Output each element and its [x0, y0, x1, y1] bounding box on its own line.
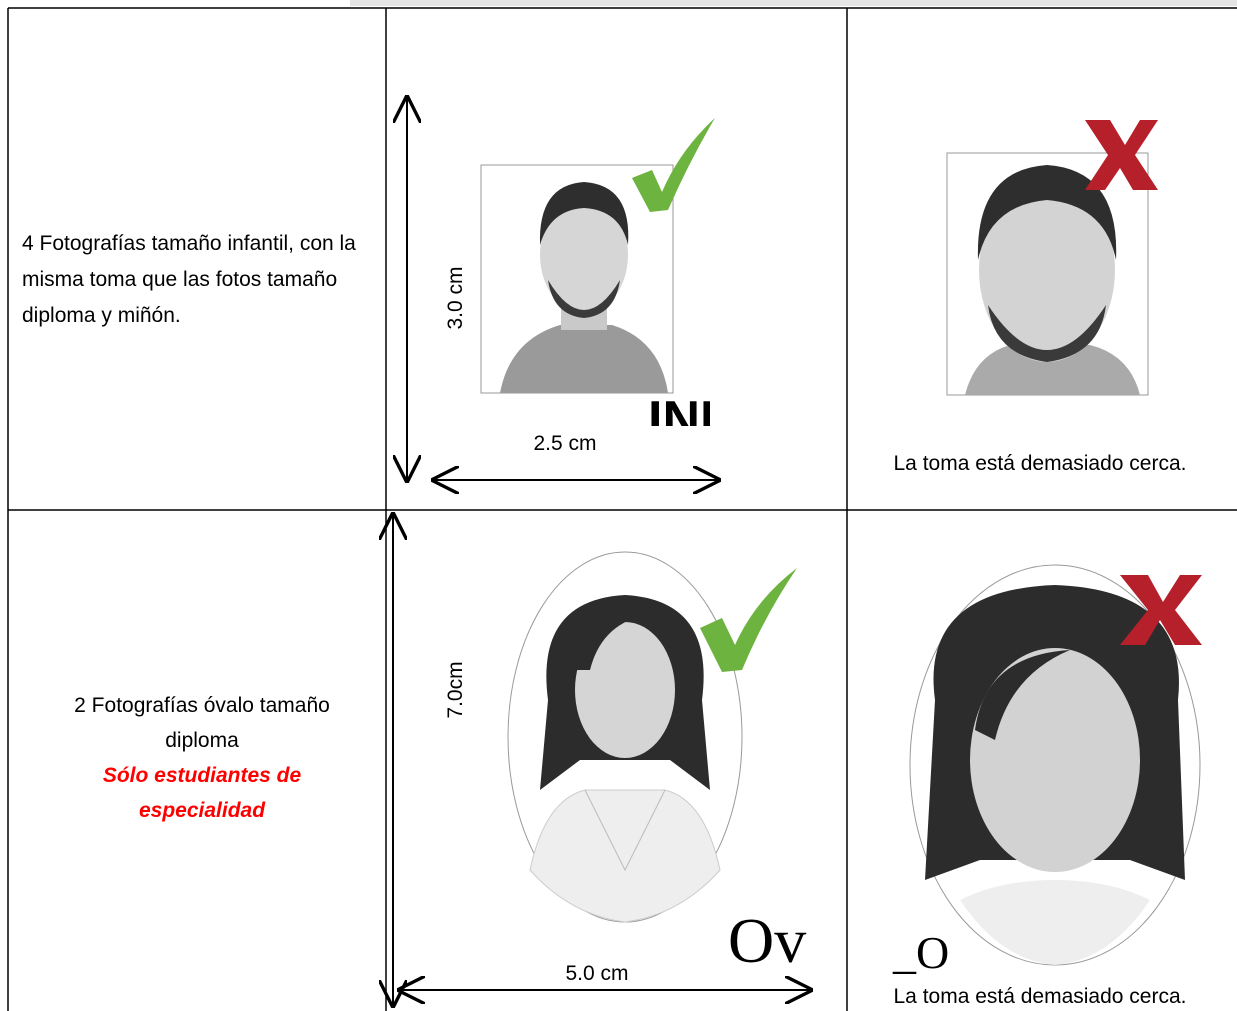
- photo-good-1: [480, 164, 674, 394]
- height-label: 3.0 cm: [444, 266, 467, 329]
- description-block: 2 Fotografías óvalo tamaño diploma Sólo …: [22, 688, 382, 828]
- note: Sólo estudiantes de especialidad: [102, 764, 302, 822]
- photo-bad-1: [946, 152, 1149, 396]
- watermark: Ov: [728, 905, 806, 976]
- check-mark: [700, 568, 797, 672]
- description: 2 Fotografías óvalo tamaño diploma: [74, 694, 330, 752]
- caption: La toma está demasiado cerca.: [894, 985, 1187, 1008]
- photo-good-2: [507, 551, 743, 923]
- x-mark: [1085, 120, 1158, 190]
- photo-bad-2: [909, 564, 1201, 966]
- x-mark: [1120, 575, 1202, 645]
- width-label: 2.5 cm: [533, 432, 596, 455]
- watermark: INE: [648, 391, 735, 449]
- header-band: [350, 0, 1237, 6]
- caption: La toma está demasiado cerca.: [894, 452, 1187, 475]
- description: 4 Fotografías tamaño infantil, con la mi…: [22, 232, 356, 327]
- height-label: 7.0cm: [444, 661, 467, 718]
- width-label: 5.0 cm: [565, 962, 628, 985]
- check-mark: [632, 118, 715, 212]
- watermark: _O: [892, 927, 949, 978]
- table-grid: [7, 7, 1237, 1011]
